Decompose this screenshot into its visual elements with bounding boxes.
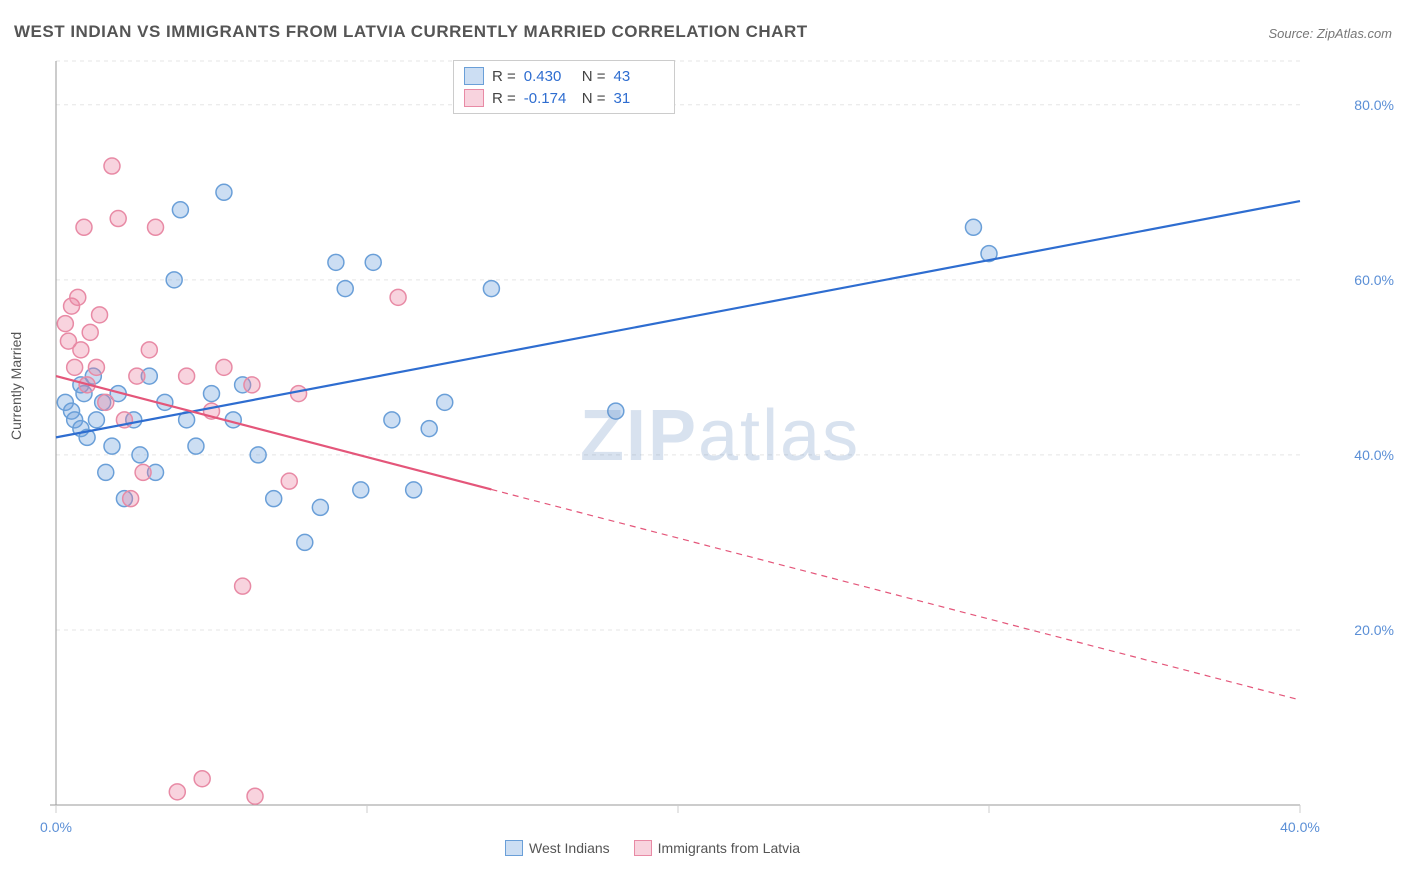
chart-title: WEST INDIAN VS IMMIGRANTS FROM LATVIA CU…: [14, 22, 808, 42]
series-swatch: [464, 89, 484, 107]
source-credit: Source: ZipAtlas.com: [1268, 26, 1392, 41]
legend-item: West Indians: [505, 840, 610, 856]
y-tick-label: 20.0%: [1354, 622, 1394, 638]
x-tick-label: 40.0%: [1280, 819, 1320, 835]
x-tick-label: 0.0%: [40, 819, 72, 835]
y-tick-label: 80.0%: [1354, 97, 1394, 113]
correlation-stats-box: R =0.430 N = 43R =-0.174 N = 31: [453, 60, 675, 114]
stats-row: R =-0.174 N = 31: [464, 87, 664, 109]
plot-area: [50, 55, 1350, 835]
y-tick-label: 40.0%: [1354, 447, 1394, 463]
series-swatch: [505, 840, 523, 856]
stats-row: R =0.430 N = 43: [464, 65, 664, 87]
y-axis-label: Currently Married: [8, 332, 24, 440]
legend-item: Immigrants from Latvia: [634, 840, 800, 856]
legend-label: West Indians: [529, 840, 610, 856]
chart-svg: [50, 55, 1350, 835]
legend-label: Immigrants from Latvia: [658, 840, 800, 856]
series-swatch: [464, 67, 484, 85]
series-swatch: [634, 840, 652, 856]
legend-bottom: West Indians Immigrants from Latvia: [505, 840, 800, 856]
y-tick-label: 60.0%: [1354, 272, 1394, 288]
